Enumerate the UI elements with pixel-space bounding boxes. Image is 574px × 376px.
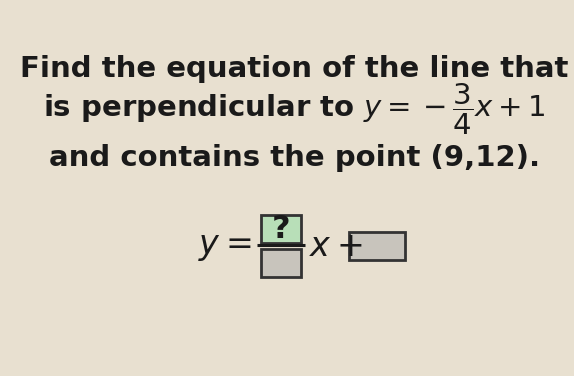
Text: $x +$: $x +$ — [309, 230, 362, 262]
FancyBboxPatch shape — [261, 249, 301, 277]
Text: Find the equation of the line that: Find the equation of the line that — [20, 55, 568, 83]
Text: $y =$: $y =$ — [198, 230, 251, 262]
Text: and contains the point (9,12).: and contains the point (9,12). — [49, 144, 540, 171]
Text: is perpendicular to $y = -\dfrac{3}{4}x + 1$: is perpendicular to $y = -\dfrac{3}{4}x … — [43, 82, 545, 137]
FancyBboxPatch shape — [349, 232, 405, 260]
FancyBboxPatch shape — [261, 215, 301, 243]
Text: ?: ? — [272, 214, 290, 245]
